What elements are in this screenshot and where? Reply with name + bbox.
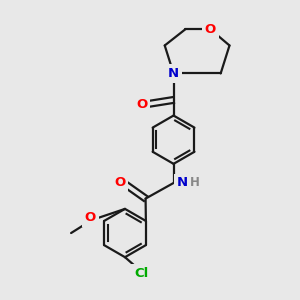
Text: O: O (205, 23, 216, 36)
Text: O: O (136, 98, 148, 111)
Text: N: N (177, 176, 188, 190)
Text: O: O (114, 176, 126, 190)
Text: O: O (85, 211, 96, 224)
Text: Cl: Cl (134, 267, 148, 280)
Text: N: N (168, 67, 179, 80)
Text: H: H (190, 176, 200, 190)
